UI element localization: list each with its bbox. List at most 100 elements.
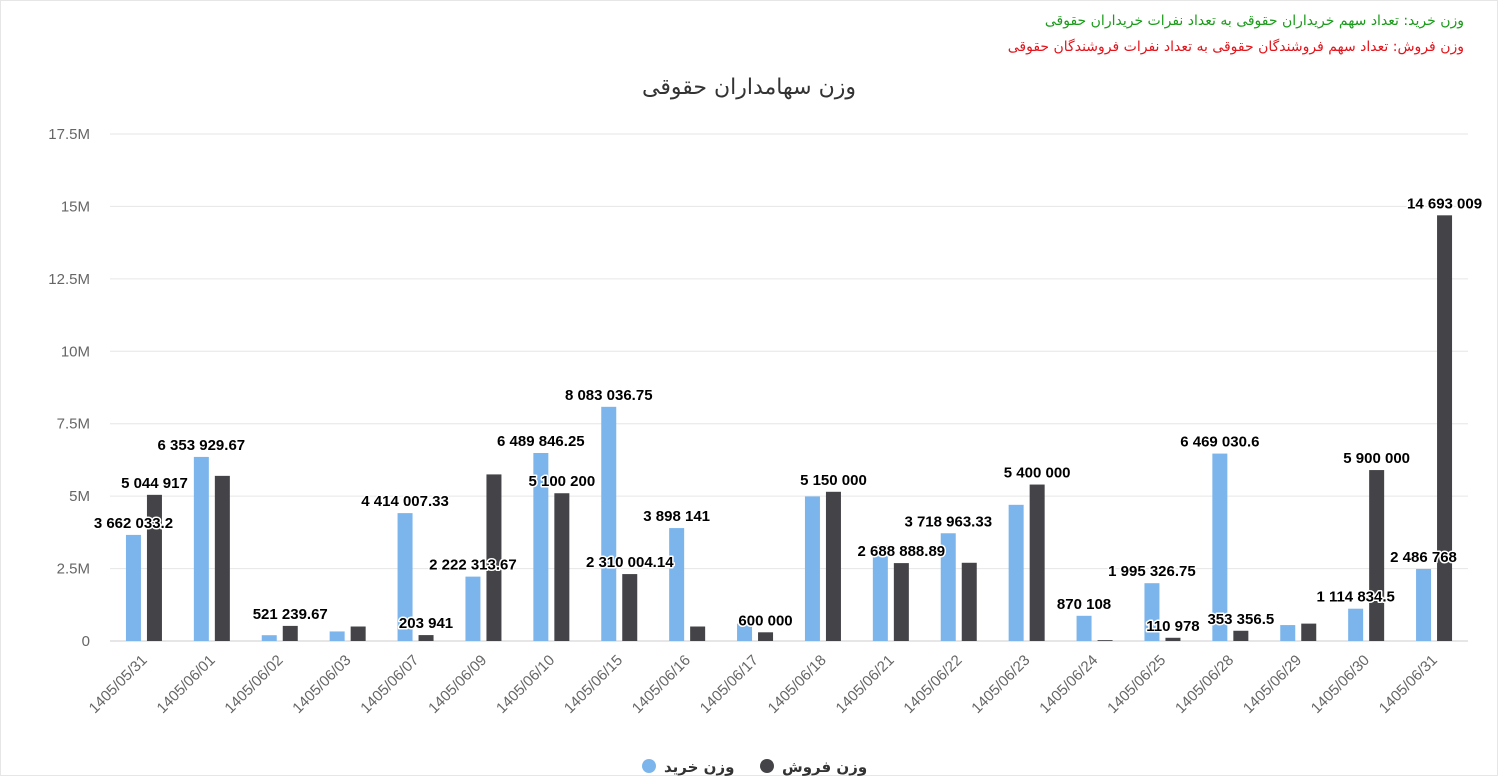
data-label-sell: 2 688 888.89	[858, 543, 946, 560]
legend-sell-label: وزن فروش	[782, 758, 867, 776]
data-label-sell: 521 239.67	[253, 606, 328, 623]
bar-sell[interactable]	[1165, 637, 1181, 641]
data-label-buy: 8 083 036.75	[565, 387, 653, 404]
x-tick-label: 1405/06/31	[1376, 652, 1441, 717]
bar-sell[interactable]	[214, 475, 230, 641]
y-tick-label: 12.5M	[48, 271, 90, 288]
x-tick-label: 1405/06/22	[900, 652, 965, 717]
bar-sell[interactable]	[1233, 630, 1249, 641]
bar-sell[interactable]	[486, 474, 502, 641]
x-tick-label: 1405/05/31	[86, 652, 151, 717]
data-label-buy: 4 414 007.33	[361, 493, 449, 510]
x-tick-label: 1405/06/01	[154, 652, 219, 717]
data-label-buy: 6 489 846.25	[497, 433, 585, 450]
sell-weight-note: وزن فروش: تعداد سهم فروشندگان حقوقی به ت…	[1007, 39, 1464, 55]
data-label-sell: 5 150 000	[800, 472, 867, 489]
y-tick-label: 17.5M	[48, 126, 90, 143]
y-tick-label: 15M	[61, 198, 90, 215]
data-label-buy: 870 108	[1057, 596, 1111, 613]
bar-buy[interactable]	[1416, 568, 1432, 641]
bar-buy[interactable]	[261, 635, 277, 641]
data-label-sell: 203 941	[399, 615, 453, 632]
bar-buy[interactable]	[1348, 608, 1364, 641]
bar-buy[interactable]	[1212, 453, 1228, 641]
x-tick-label: 1405/06/25	[1104, 652, 1169, 717]
bar-sell[interactable]	[1369, 470, 1385, 641]
y-tick-label: 5M	[69, 488, 90, 505]
data-label-buy: 6 469 030.6	[1180, 434, 1259, 451]
data-label-buy: 3 718 963.33	[904, 513, 992, 530]
bar-sell[interactable]	[1029, 484, 1045, 641]
bar-sell[interactable]	[690, 626, 706, 641]
x-tick-label: 1405/06/21	[833, 652, 898, 717]
chart-notes: وزن خرید: تعداد سهم خریداران حقوقی به تع…	[1008, 8, 1464, 60]
bar-sell[interactable]	[350, 626, 366, 641]
x-tick-label: 1405/06/24	[1036, 652, 1101, 717]
x-tick-label: 1405/06/30	[1308, 652, 1373, 717]
data-label-buy: 2 222 313.67	[429, 557, 517, 574]
x-tick-label: 1405/06/18	[765, 652, 830, 717]
data-labels: 3 662 033.2 5 044 917 6 353 929.67 521 239.…	[92, 194, 1483, 636]
bar-buy[interactable]	[1144, 583, 1160, 641]
bar-buy[interactable]	[465, 576, 481, 641]
bar-sell[interactable]	[1437, 215, 1453, 641]
legend-item-sell[interactable]: وزن فروش	[760, 758, 867, 776]
gridlines	[110, 133, 1468, 642]
bar-buy[interactable]	[329, 631, 345, 641]
bar-sell[interactable]	[146, 494, 162, 641]
x-tick-label: 1405/06/10	[493, 652, 558, 717]
legend[interactable]: وزن فروش وزن خرید	[642, 758, 867, 776]
bar-sell[interactable]	[961, 562, 977, 641]
bar-buy[interactable]	[601, 406, 617, 641]
legend-item-buy[interactable]: وزن خرید	[642, 758, 734, 776]
legend-buy-marker	[642, 759, 656, 773]
data-label-buy: 3 898 141	[643, 508, 710, 525]
y-tick-label: 10M	[61, 343, 90, 360]
x-tick-label: 1405/06/15	[561, 652, 626, 717]
y-tick-label: 2.5M	[57, 561, 90, 578]
bars	[125, 215, 1453, 641]
bar-sell[interactable]	[893, 563, 909, 641]
x-tick-label: 1405/06/07	[357, 652, 422, 717]
data-label-sell: 5 400 000	[1004, 465, 1071, 482]
x-axis: 1405/05/31 1405/06/01 1405/06/02 1405/06/03…	[86, 652, 1441, 717]
bar-buy[interactable]	[872, 545, 888, 641]
legend-sell-marker	[760, 759, 774, 773]
data-label-sell: 600 000	[738, 612, 792, 629]
y-tick-label: 7.5M	[57, 416, 90, 433]
bar-sell[interactable]	[825, 491, 841, 641]
data-label-sell: 5 044 917	[121, 475, 188, 492]
bar-buy[interactable]	[397, 513, 413, 641]
data-label-buy: 3 662 033.2	[94, 515, 173, 532]
data-label-buy: 2 486 768	[1390, 549, 1457, 566]
data-label-sell: 5 900 000	[1343, 450, 1410, 467]
data-label-sell: 5 100 200	[528, 473, 595, 490]
bar-sell[interactable]	[622, 574, 638, 641]
bar-buy[interactable]	[737, 623, 753, 641]
data-label-sell: 110 978	[1146, 618, 1199, 635]
bar-sell[interactable]	[1301, 623, 1317, 641]
bar-buy[interactable]	[940, 533, 956, 641]
y-tick-label: 0	[82, 633, 90, 650]
bar-buy[interactable]	[1076, 615, 1092, 641]
bar-sell[interactable]	[1097, 640, 1113, 641]
bar-buy[interactable]	[1008, 504, 1024, 641]
data-label-buy: 6 353 929.67	[158, 437, 246, 454]
bar-buy[interactable]	[1280, 625, 1296, 641]
legend-buy-label: وزن خرید	[664, 758, 734, 776]
bar-buy[interactable]	[193, 456, 209, 641]
bar-sell[interactable]	[554, 493, 570, 641]
x-tick-label: 1405/06/02	[221, 652, 286, 717]
bar-buy[interactable]	[125, 534, 141, 641]
data-label-buy: 1 995 326.75	[1108, 563, 1196, 580]
bar-buy[interactable]	[533, 452, 549, 641]
bar-sell[interactable]	[418, 635, 434, 641]
bar-sell[interactable]	[282, 625, 298, 641]
bar-buy[interactable]	[669, 528, 685, 641]
bar-sell[interactable]	[758, 632, 774, 641]
x-tick-label: 1405/06/29	[1240, 652, 1305, 717]
bar-buy[interactable]	[804, 496, 820, 641]
data-label-buy: 1 114 834.5	[1316, 589, 1394, 606]
